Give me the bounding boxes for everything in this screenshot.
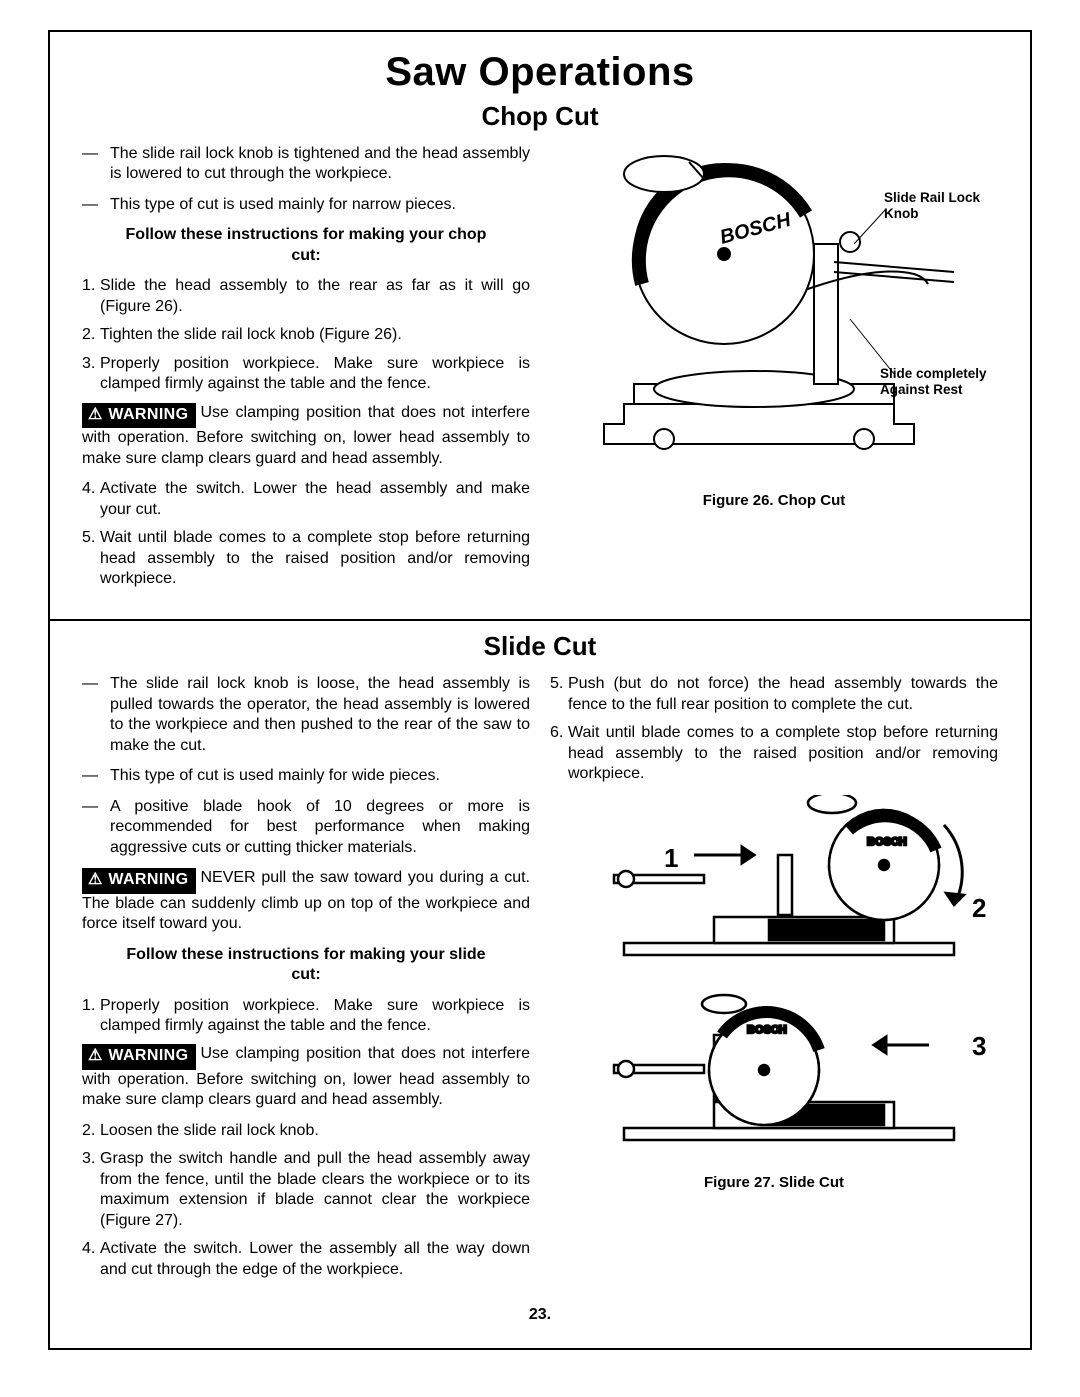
- chop-heading: Chop Cut: [82, 101, 998, 132]
- slide-intro-2: This type of cut is used mainly for wide…: [82, 766, 530, 786]
- chop-warning: WARNINGUse clamping position that does n…: [82, 403, 530, 469]
- annot-against-rest: Slide completely Against Rest: [880, 366, 1000, 398]
- svg-text:BOSCH: BOSCH: [747, 1024, 787, 1036]
- figure-27: BOSCH 1 2: [550, 795, 998, 1192]
- slide-warning-2: WARNINGUse clamping position that does n…: [82, 1044, 530, 1110]
- chop-intro-1: The slide rail lock knob is tightened an…: [82, 144, 530, 185]
- page-number: 23.: [82, 1306, 998, 1324]
- chop-instr-heading: Follow these instructions for making you…: [116, 225, 496, 266]
- slide-step: 1.Properly position workpiece. Make sure…: [82, 996, 530, 1037]
- page-title: Saw Operations: [82, 50, 998, 95]
- slide-intro-3: A positive blade hook of 10 degrees or m…: [82, 797, 530, 858]
- figure-27-caption: Figure 27. Slide Cut: [550, 1173, 998, 1192]
- warning-icon: WARNING: [82, 868, 196, 893]
- slide-heading: Slide Cut: [82, 631, 998, 662]
- slide-step: 2.Loosen the slide rail lock knob.: [82, 1121, 530, 1141]
- divider: [50, 619, 1030, 621]
- svg-text:2: 2: [972, 893, 986, 923]
- svg-text:1: 1: [664, 843, 678, 873]
- chop-step: 4.Activate the switch. Lower the head as…: [82, 479, 530, 520]
- chop-step: 3.Properly position workpiece. Make sure…: [82, 354, 530, 395]
- chop-step: 1.Slide the head assembly to the rear as…: [82, 276, 530, 317]
- chop-step: 2.Tighten the slide rail lock knob (Figu…: [82, 325, 530, 345]
- slide-warning-1: WARNINGNEVER pull the saw toward you dur…: [82, 868, 530, 934]
- slide-step: 3.Grasp the switch handle and pull the h…: [82, 1149, 530, 1231]
- chop-step: 5.Wait until blade comes to a complete s…: [82, 528, 530, 589]
- figure-26: BOSCH Slide Rail Lock Knob Slide complet…: [550, 144, 998, 509]
- slide-step: 5.Push (but do not force) the head assem…: [550, 674, 998, 715]
- warning-icon: WARNING: [82, 1044, 196, 1069]
- svg-text:3: 3: [972, 1031, 986, 1061]
- annot-slide-rail: Slide Rail Lock Knob: [884, 190, 984, 222]
- slide-instr-heading: Follow these instructions for making you…: [116, 945, 496, 986]
- chop-intro-2: This type of cut is used mainly for narr…: [82, 195, 530, 215]
- figure-26-caption: Figure 26. Chop Cut: [550, 492, 998, 509]
- slide-intro-1: The slide rail lock knob is loose, the h…: [82, 674, 530, 756]
- slide-step: 4.Activate the switch. Lower the assembl…: [82, 1239, 530, 1280]
- warning-icon: WARNING: [82, 403, 196, 428]
- slide-step: 6.Wait until blade comes to a complete s…: [550, 723, 998, 784]
- svg-text:BOSCH: BOSCH: [867, 836, 907, 848]
